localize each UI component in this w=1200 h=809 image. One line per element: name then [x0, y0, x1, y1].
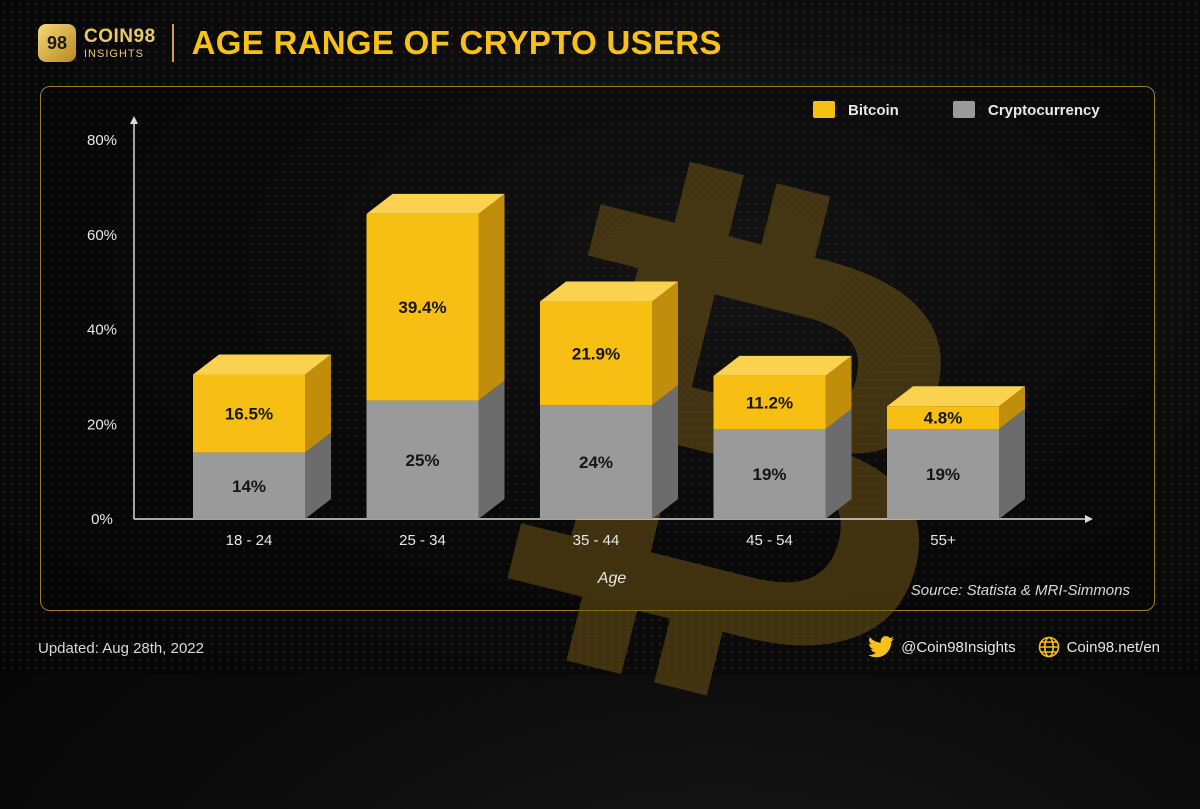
y-tick-label: 40% — [87, 322, 117, 339]
bar-cryptocurrency-value-label: 19% — [752, 465, 786, 484]
bar-bitcoin-side — [478, 193, 505, 401]
y-tick-label: 0% — [91, 511, 113, 528]
y-axis-arrow — [130, 116, 138, 124]
bar-bitcoin-value-label: 4.8% — [924, 409, 963, 428]
bar-bitcoin — [713, 375, 826, 429]
twitter-handle: @Coin98Insights — [901, 638, 1016, 656]
bar-cryptocurrency-side — [652, 385, 678, 519]
bar-cryptocurrency-side — [999, 408, 1025, 519]
x-tick-label: 18 - 24 — [226, 532, 273, 549]
bar-bitcoin-value-label: 11.2% — [746, 393, 793, 412]
source-note: Source: Statista & MRI-Simmons — [911, 582, 1131, 599]
bar-cryptocurrency-side — [825, 408, 852, 519]
bar-bitcoin-side — [999, 386, 1025, 429]
bar-cryptocurrency — [193, 452, 305, 519]
brand-name: COIN98 — [84, 25, 156, 47]
bar-cryptocurrency-value-label: 24% — [579, 453, 613, 472]
legend-swatch — [813, 101, 835, 118]
bar-bitcoin — [887, 406, 999, 429]
bar-bitcoin-value-label: 16.5% — [225, 405, 273, 424]
logo-mark-text: 98 — [46, 32, 68, 53]
bar-bitcoin-top — [713, 355, 852, 376]
bar-bitcoin-top — [540, 281, 678, 302]
bar-cryptocurrency-value-label: 25% — [405, 451, 439, 470]
footer-links: @Coin98Insights Coin98.net/en — [846, 636, 1160, 658]
website-link[interactable]: Coin98.net/en — [1038, 636, 1160, 658]
website-url: Coin98.net/en — [1066, 638, 1160, 656]
bar-cryptocurrency — [887, 428, 999, 519]
bar-bitcoin-side — [652, 281, 678, 406]
twitter-icon — [868, 636, 895, 658]
y-tick-label: 60% — [87, 227, 117, 244]
twitter-link[interactable]: @Coin98Insights — [868, 636, 1016, 658]
x-tick-label: 45 - 54 — [746, 532, 793, 549]
bar-cryptocurrency-side — [305, 432, 331, 519]
bar-bitcoin — [193, 374, 305, 453]
x-axis-arrow — [1085, 515, 1093, 523]
bar-cryptocurrency — [540, 405, 652, 519]
bar-cryptocurrency — [366, 400, 479, 519]
page-title: AGE RANGE OF CRYPTO USERS — [191, 24, 722, 61]
bar-bitcoin-top — [193, 354, 331, 375]
x-tick-label: 55+ — [930, 532, 956, 549]
x-tick-label: 35 - 44 — [573, 532, 620, 549]
y-tick-label: 20% — [87, 416, 117, 433]
x-tick-label: 25 - 34 — [399, 532, 446, 549]
bar-bitcoin-side — [825, 355, 852, 429]
bar-bitcoin-value-label: 39.4% — [398, 298, 446, 317]
bar-bitcoin-top — [887, 386, 1025, 407]
bar-cryptocurrency-value-label: 19% — [926, 465, 960, 484]
bar-bitcoin-side — [305, 354, 331, 453]
legend-label: Cryptocurrency — [988, 102, 1100, 119]
header-divider — [171, 24, 174, 62]
updated-date: Updated: Aug 28th, 2022 — [38, 640, 204, 657]
bar-cryptocurrency-side — [478, 380, 505, 519]
bar-cryptocurrency — [713, 428, 826, 519]
y-tick-label: 80% — [87, 132, 117, 149]
x-axis-title: Age — [597, 570, 627, 587]
bar-bitcoin-top — [366, 193, 505, 214]
header: 98 COIN98 INSIGHTS AGE RANGE OF CRYPTO U… — [38, 22, 722, 64]
stacked-bar-chart: 0% 20% 40% 60% 80% 14% 16.5% 18 - 24 25% 39.4% 25 … — [87, 101, 1131, 599]
bar-cryptocurrency-value-label: 14% — [232, 477, 266, 496]
bar-bitcoin — [366, 213, 479, 401]
brand: COIN98 INSIGHTS — [84, 27, 156, 60]
bar-bitcoin — [540, 301, 652, 406]
brand-sub: INSIGHTS — [84, 47, 144, 60]
legend-swatch — [953, 101, 975, 118]
legend-label: Bitcoin — [848, 102, 899, 119]
bar-bitcoin-value-label: 21.9% — [572, 344, 620, 363]
globe-icon — [1038, 636, 1060, 658]
coin98-logo-icon: 98 — [38, 24, 76, 62]
